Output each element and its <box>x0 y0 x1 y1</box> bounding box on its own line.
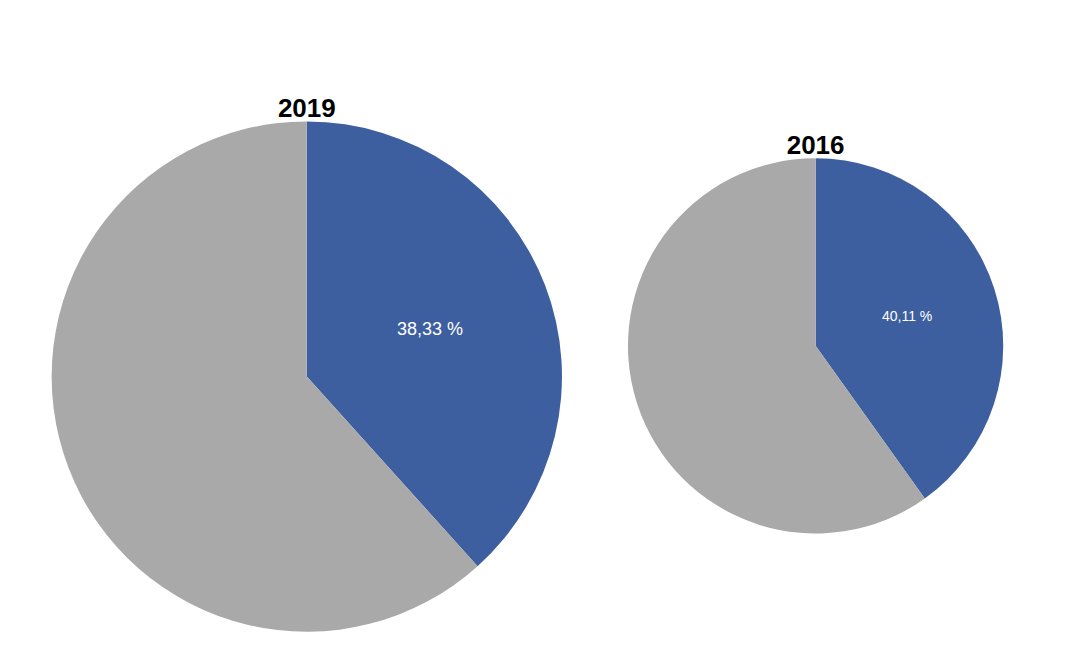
svg-text:2019: 2019 <box>278 93 336 123</box>
svg-text:2016: 2016 <box>787 130 845 160</box>
svg-text:38,33 %: 38,33 % <box>397 319 463 339</box>
svg-text:40,11 %: 40,11 % <box>882 308 932 324</box>
